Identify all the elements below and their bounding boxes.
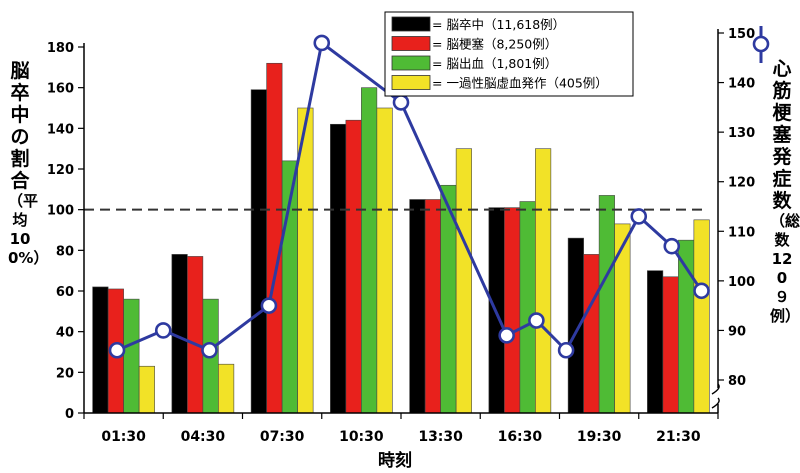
x-tick-label: 10:30 (339, 429, 384, 445)
y-tick-label-left: 60 (56, 285, 74, 300)
mi-line-point (693, 282, 710, 300)
legend-swatch-3 (391, 55, 431, 71)
bar-1030-series-3 (361, 87, 378, 414)
y-tick-label-left: 140 (47, 122, 74, 137)
y-tick-label-left: 20 (56, 366, 74, 381)
y-axis-label-right: 心筋梗塞発症数 （総数120９例） (770, 58, 800, 326)
y-tick-label-left: 160 (47, 82, 74, 97)
bar-1330-series-1 (409, 199, 426, 414)
axis-break-mark (711, 383, 720, 409)
y-tick-label-right: 150 (728, 27, 755, 42)
y-axis-label-right-paren: （総数120９例） (770, 212, 800, 325)
bar-0730-series-1 (250, 89, 267, 414)
y-tick-label-left: 0 (65, 407, 74, 422)
legend-label-3: = 脳出血（1,801例） (432, 56, 557, 71)
bar-1030-series-2 (345, 119, 362, 414)
y-axis-label-left-paren: （平均100%） (8, 192, 49, 267)
y-tick-label-left: 80 (56, 244, 74, 259)
y-axis-label-right-main: 心筋梗塞発症数 (772, 58, 792, 212)
x-tick-label: 16:30 (498, 429, 543, 445)
legend-label-1: = 脳卒中（11,618例） (432, 17, 565, 32)
x-tick-label: 01:30 (101, 429, 146, 445)
y-tick-label-right: 80 (728, 374, 746, 389)
y-axis-label-left: 脳卒中の割合 （平均100%） (8, 60, 49, 268)
legend-label-4: = 一過性脳虚血発作（405例） (432, 76, 608, 91)
x-tick-label: 04:30 (181, 429, 226, 445)
bar-0130-series-4 (138, 365, 155, 414)
y-tick-label-right: 110 (728, 225, 755, 240)
x-axis-label: 時刻 (378, 450, 412, 471)
bar-0130-series-1 (92, 286, 109, 414)
bar-1930-series-1 (567, 237, 584, 414)
y-tick-label-left: 120 (47, 163, 74, 178)
axes-layer: 01:30 04:30 07:30 10:30 13:30 16:30 19:30 21:30… (47, 27, 755, 445)
y-tick-label-left: 180 (47, 41, 74, 56)
bar-1630-series-4 (535, 148, 552, 414)
bar-0430-series-4 (218, 363, 235, 414)
mi-line-point (630, 208, 648, 225)
bar-1630-series-3 (519, 201, 536, 414)
bar-1330-series-4 (455, 148, 472, 414)
mi-line-point (201, 341, 218, 359)
mi-line-point (154, 322, 172, 339)
bar-2130-series-2 (662, 276, 679, 414)
bars-layer (92, 62, 710, 414)
bar-1330-series-2 (424, 199, 441, 414)
line-legend-marker (752, 35, 770, 53)
legend-swatch-2 (391, 36, 431, 51)
mi-line-point (498, 327, 515, 344)
bar-1930-series-2 (583, 254, 600, 414)
y-tick-label-right: 140 (728, 77, 755, 92)
bar-2130-series-4 (693, 219, 710, 414)
bar-0130-series-3 (123, 298, 140, 414)
x-tick-label: 19:30 (577, 429, 622, 445)
bar-1630-series-2 (504, 207, 521, 414)
mi-line-point (663, 237, 681, 255)
legend-label-2: = 脳梗塞（8,250例） (432, 37, 557, 52)
bar-0730-series-2 (266, 62, 283, 414)
mi-line-point (313, 34, 331, 52)
mi-line-point (392, 94, 410, 111)
mi-line-point (260, 297, 278, 314)
bar-1030-series-1 (330, 123, 347, 414)
bar-1030-series-4 (376, 107, 393, 414)
x-tick-label: 21:30 (656, 429, 701, 445)
legend-swatch-4 (391, 75, 431, 90)
bar-2130-series-1 (647, 270, 664, 414)
y-tick-label-left: 40 (56, 326, 74, 341)
bar-0430-series-2 (187, 256, 204, 414)
bar-1930-series-3 (598, 195, 615, 414)
legend: = 脳卒中（11,618例） = 脳梗塞（8,250例） = 脳出血（1,801例）… (384, 11, 770, 97)
legend-swatch-1 (391, 16, 431, 32)
x-tick-label: 13:30 (418, 429, 463, 445)
bar-1930-series-4 (614, 223, 631, 414)
mi-line-point (528, 312, 545, 329)
y-tick-label-right: 100 (728, 275, 755, 290)
y-tick-label-right: 90 (728, 324, 746, 339)
line-layer (108, 34, 710, 359)
mi-line-point (557, 341, 575, 359)
x-tick-label: 07:30 (260, 429, 305, 445)
y-tick-label-left: 100 (47, 204, 74, 219)
y-tick-label-right: 120 (728, 176, 755, 191)
mi-line-point (108, 341, 126, 359)
y-axis-label-left-main: 脳卒中の割合 (10, 60, 30, 192)
y-tick-label-right: 130 (728, 126, 755, 141)
